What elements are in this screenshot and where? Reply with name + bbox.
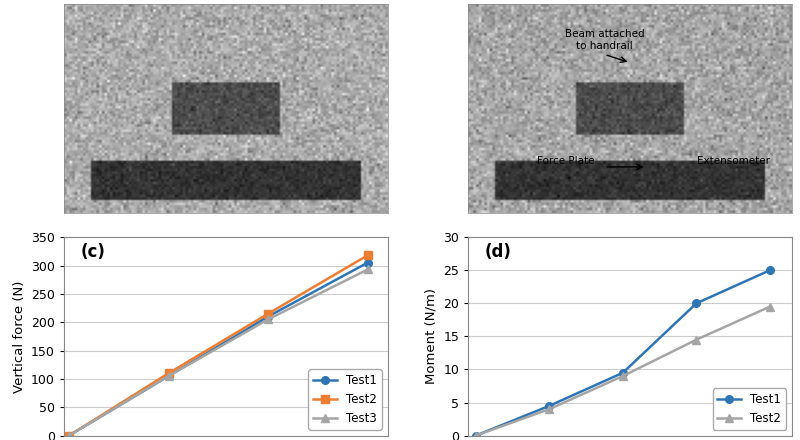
Test3 [363, 267, 373, 272]
Line: Test2: Test2 [65, 252, 371, 440]
Test1 [765, 268, 774, 273]
Test1 [692, 301, 702, 306]
Test1 [545, 403, 554, 408]
Test2 [765, 304, 774, 309]
Test2 [164, 370, 174, 376]
Text: Beam attached
to handrail: Beam attached to handrail [565, 29, 644, 51]
Line: Test1: Test1 [472, 266, 774, 440]
Test3 [263, 317, 273, 322]
Y-axis label: Moment (N/m): Moment (N/m) [425, 288, 438, 385]
Test1 [64, 433, 74, 438]
Test2 [363, 253, 373, 258]
Y-axis label: Vertical force (N): Vertical force (N) [13, 280, 26, 392]
Test1 [263, 314, 273, 319]
Test3 [64, 433, 74, 438]
Test2 [263, 311, 273, 316]
Line: Test3: Test3 [65, 266, 371, 440]
Test2 [618, 374, 628, 379]
Text: Extensometer: Extensometer [698, 156, 770, 166]
Test1 [164, 374, 174, 379]
Legend: Test1, Test2, Test3: Test1, Test2, Test3 [308, 370, 382, 430]
Text: Force Plate: Force Plate [537, 156, 594, 166]
Test2 [64, 433, 74, 438]
Text: (d): (d) [485, 243, 511, 261]
Test2 [692, 337, 702, 342]
Test1 [363, 260, 373, 265]
Legend: Test1, Test2: Test1, Test2 [713, 389, 786, 430]
Test1 [618, 370, 628, 375]
Line: Test2: Test2 [472, 303, 774, 440]
Test3 [164, 374, 174, 379]
Test1 [471, 433, 481, 438]
Text: (c): (c) [80, 243, 105, 261]
Test2 [471, 433, 481, 438]
Test2 [545, 407, 554, 412]
Line: Test1: Test1 [65, 259, 371, 440]
